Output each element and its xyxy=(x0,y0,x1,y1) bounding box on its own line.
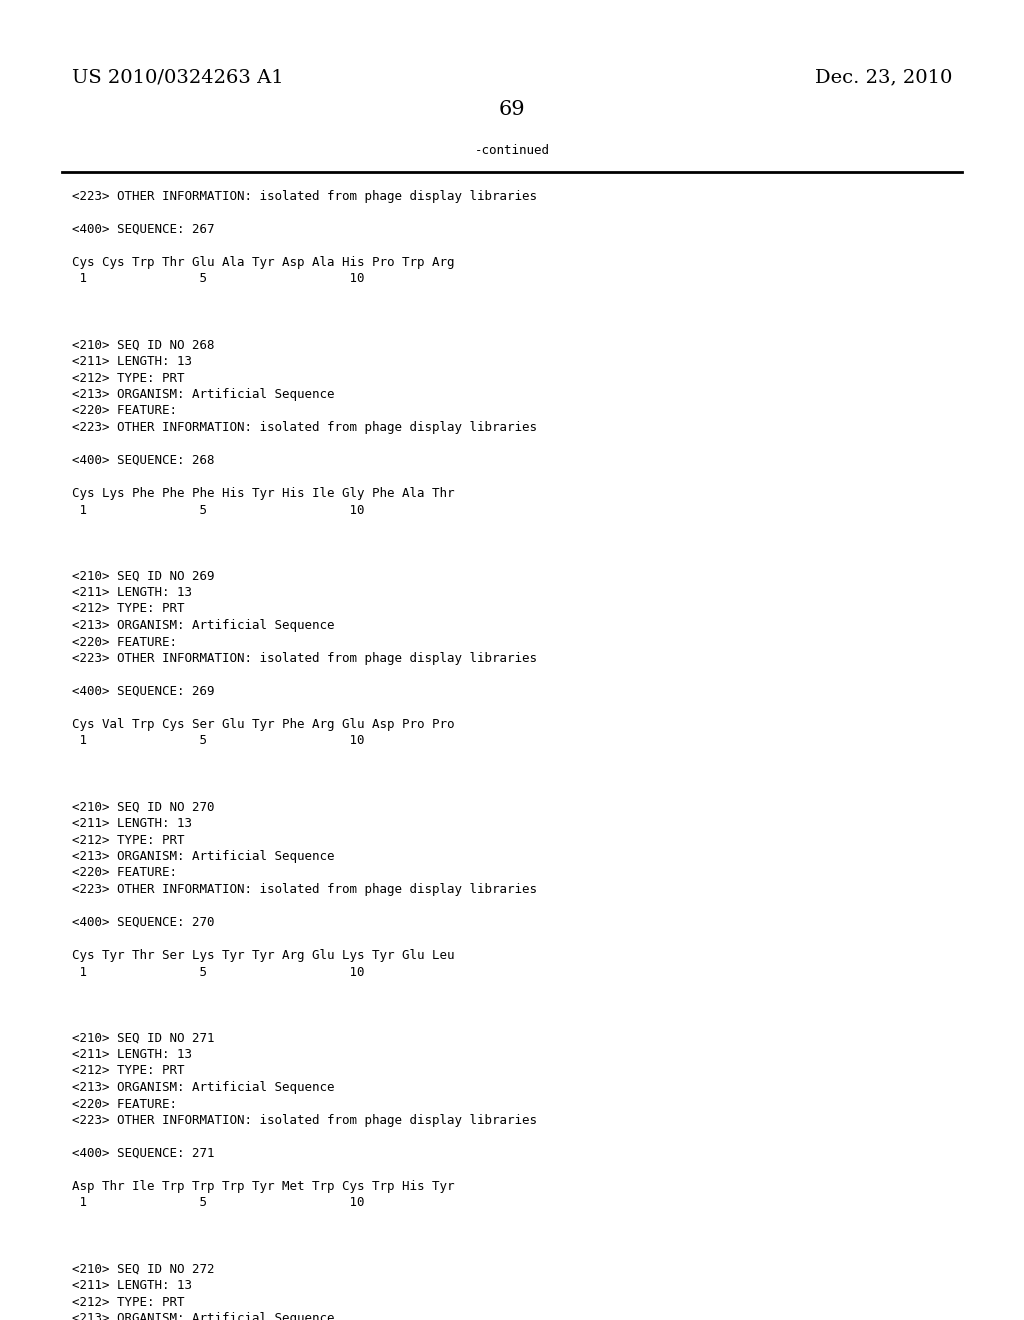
Text: <220> FEATURE:: <220> FEATURE: xyxy=(72,404,177,417)
Text: <400> SEQUENCE: 267: <400> SEQUENCE: 267 xyxy=(72,223,214,236)
Text: <213> ORGANISM: Artificial Sequence: <213> ORGANISM: Artificial Sequence xyxy=(72,1312,335,1320)
Text: Cys Tyr Thr Ser Lys Tyr Tyr Arg Glu Lys Tyr Glu Leu: Cys Tyr Thr Ser Lys Tyr Tyr Arg Glu Lys … xyxy=(72,949,455,962)
Text: <210> SEQ ID NO 270: <210> SEQ ID NO 270 xyxy=(72,800,214,813)
Text: <223> OTHER INFORMATION: isolated from phage display libraries: <223> OTHER INFORMATION: isolated from p… xyxy=(72,883,537,896)
Text: <400> SEQUENCE: 268: <400> SEQUENCE: 268 xyxy=(72,454,214,467)
Text: <400> SEQUENCE: 271: <400> SEQUENCE: 271 xyxy=(72,1147,214,1160)
Text: <223> OTHER INFORMATION: isolated from phage display libraries: <223> OTHER INFORMATION: isolated from p… xyxy=(72,1114,537,1127)
Text: <220> FEATURE:: <220> FEATURE: xyxy=(72,866,177,879)
Text: <223> OTHER INFORMATION: isolated from phage display libraries: <223> OTHER INFORMATION: isolated from p… xyxy=(72,652,537,665)
Text: <213> ORGANISM: Artificial Sequence: <213> ORGANISM: Artificial Sequence xyxy=(72,619,335,632)
Text: <212> TYPE: PRT: <212> TYPE: PRT xyxy=(72,1295,184,1308)
Text: 1               5                   10: 1 5 10 xyxy=(72,734,365,747)
Text: <400> SEQUENCE: 270: <400> SEQUENCE: 270 xyxy=(72,916,214,929)
Text: Asp Thr Ile Trp Trp Trp Tyr Met Trp Cys Trp His Tyr: Asp Thr Ile Trp Trp Trp Tyr Met Trp Cys … xyxy=(72,1180,455,1193)
Text: <210> SEQ ID NO 272: <210> SEQ ID NO 272 xyxy=(72,1262,214,1275)
Text: <400> SEQUENCE: 269: <400> SEQUENCE: 269 xyxy=(72,685,214,698)
Text: US 2010/0324263 A1: US 2010/0324263 A1 xyxy=(72,69,284,86)
Text: <211> LENGTH: 13: <211> LENGTH: 13 xyxy=(72,1048,193,1061)
Text: 69: 69 xyxy=(499,100,525,119)
Text: <210> SEQ ID NO 269: <210> SEQ ID NO 269 xyxy=(72,569,214,582)
Text: <223> OTHER INFORMATION: isolated from phage display libraries: <223> OTHER INFORMATION: isolated from p… xyxy=(72,421,537,434)
Text: <212> TYPE: PRT: <212> TYPE: PRT xyxy=(72,371,184,384)
Text: -continued: -continued xyxy=(474,144,550,157)
Text: 1               5                   10: 1 5 10 xyxy=(72,1196,365,1209)
Text: Cys Lys Phe Phe Phe His Tyr His Ile Gly Phe Ala Thr: Cys Lys Phe Phe Phe His Tyr His Ile Gly … xyxy=(72,487,455,500)
Text: Cys Cys Trp Thr Glu Ala Tyr Asp Ala His Pro Trp Arg: Cys Cys Trp Thr Glu Ala Tyr Asp Ala His … xyxy=(72,256,455,269)
Text: <220> FEATURE:: <220> FEATURE: xyxy=(72,635,177,648)
Text: <210> SEQ ID NO 271: <210> SEQ ID NO 271 xyxy=(72,1031,214,1044)
Text: <213> ORGANISM: Artificial Sequence: <213> ORGANISM: Artificial Sequence xyxy=(72,1081,335,1094)
Text: 1               5                   10: 1 5 10 xyxy=(72,503,365,516)
Text: Dec. 23, 2010: Dec. 23, 2010 xyxy=(815,69,952,86)
Text: Cys Val Trp Cys Ser Glu Tyr Phe Arg Glu Asp Pro Pro: Cys Val Trp Cys Ser Glu Tyr Phe Arg Glu … xyxy=(72,718,455,731)
Text: <223> OTHER INFORMATION: isolated from phage display libraries: <223> OTHER INFORMATION: isolated from p… xyxy=(72,190,537,203)
Text: <212> TYPE: PRT: <212> TYPE: PRT xyxy=(72,602,184,615)
Text: 1               5                   10: 1 5 10 xyxy=(72,965,365,978)
Text: <211> LENGTH: 13: <211> LENGTH: 13 xyxy=(72,586,193,599)
Text: <212> TYPE: PRT: <212> TYPE: PRT xyxy=(72,833,184,846)
Text: <213> ORGANISM: Artificial Sequence: <213> ORGANISM: Artificial Sequence xyxy=(72,388,335,401)
Text: <212> TYPE: PRT: <212> TYPE: PRT xyxy=(72,1064,184,1077)
Text: <211> LENGTH: 13: <211> LENGTH: 13 xyxy=(72,817,193,830)
Text: <213> ORGANISM: Artificial Sequence: <213> ORGANISM: Artificial Sequence xyxy=(72,850,335,863)
Text: <211> LENGTH: 13: <211> LENGTH: 13 xyxy=(72,355,193,368)
Text: <220> FEATURE:: <220> FEATURE: xyxy=(72,1097,177,1110)
Text: <210> SEQ ID NO 268: <210> SEQ ID NO 268 xyxy=(72,338,214,351)
Text: <211> LENGTH: 13: <211> LENGTH: 13 xyxy=(72,1279,193,1292)
Text: 1               5                   10: 1 5 10 xyxy=(72,272,365,285)
